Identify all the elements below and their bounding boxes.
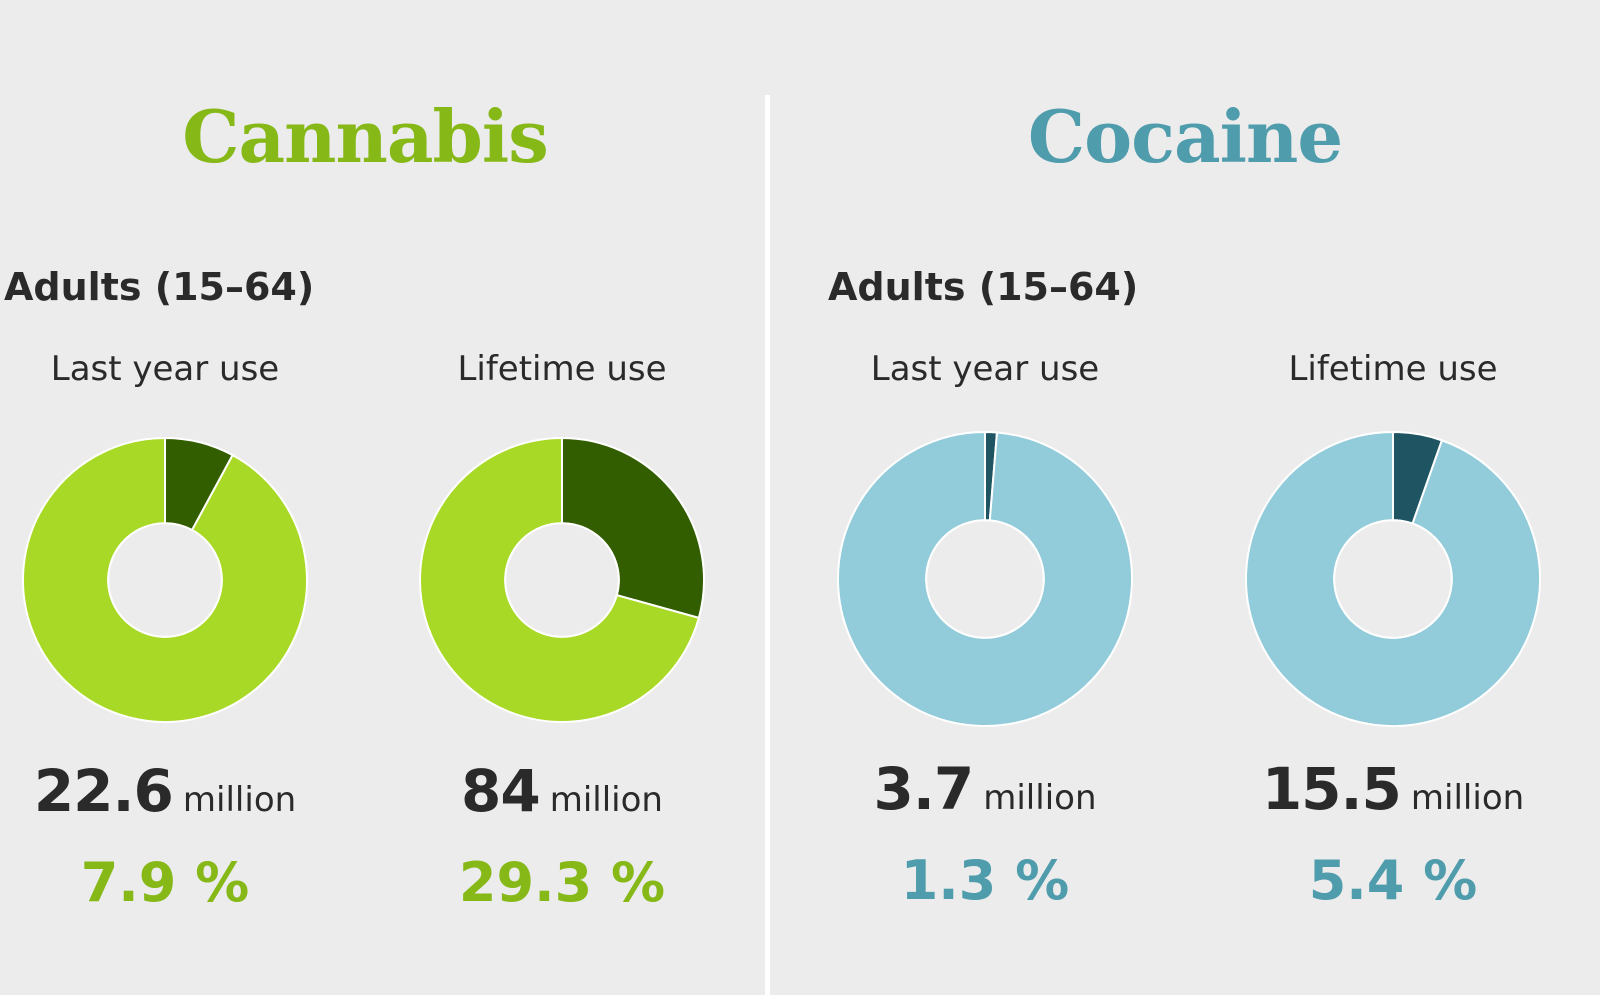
donut-hole bbox=[504, 522, 620, 638]
user-count-value: 3.7 bbox=[873, 755, 974, 823]
user-count: 3.7 million bbox=[805, 749, 1165, 844]
donut-chart bbox=[419, 436, 705, 723]
user-count: 22.6 million bbox=[0, 751, 345, 846]
cannabis-lifetime-chart: Lifetime use 84 million 29.3 % bbox=[382, 345, 742, 920]
user-count-unit: million bbox=[1410, 778, 1525, 818]
user-count-unit: million bbox=[549, 780, 663, 820]
donut-chart bbox=[22, 436, 308, 723]
user-count-unit: million bbox=[983, 778, 1097, 818]
cocaine-group-label: Adults (15–64) bbox=[828, 265, 1139, 309]
donut-chart bbox=[837, 430, 1133, 727]
user-count-value: 84 bbox=[461, 757, 541, 825]
chart-subtitle: Lifetime use bbox=[457, 349, 667, 389]
donut-hole bbox=[925, 519, 1045, 639]
user-count: 84 million bbox=[382, 751, 742, 846]
user-count-value: 15.5 bbox=[1261, 755, 1402, 823]
cannabis-panel: Cannabis Adults (15–64) Last year use 22… bbox=[0, 0, 765, 995]
user-percent: 1.3 % bbox=[900, 849, 1070, 912]
user-percent: 7.9 % bbox=[80, 851, 250, 914]
user-count-value: 22.6 bbox=[33, 757, 174, 825]
cocaine-panel: Cocaine Adults (15–64) Last year use 3.7… bbox=[770, 0, 1600, 995]
user-count-unit: million bbox=[182, 780, 297, 820]
cannabis-last-year-chart: Last year use 22.6 million 7.9 % bbox=[0, 345, 345, 920]
cocaine-last-year-chart: Last year use 3.7 million 1.3 % bbox=[805, 345, 1165, 918]
cannabis-group-label: Adults (15–64) bbox=[4, 265, 315, 309]
user-percent: 29.3 % bbox=[458, 851, 666, 914]
donut-chart bbox=[1245, 430, 1541, 727]
donut-hole bbox=[1333, 519, 1453, 639]
cannabis-title: Cannabis bbox=[182, 94, 549, 179]
chart-subtitle: Last year use bbox=[50, 349, 280, 389]
user-count: 15.5 million bbox=[1213, 749, 1573, 844]
panel-divider bbox=[765, 95, 770, 995]
cocaine-title: Cocaine bbox=[1027, 94, 1343, 179]
cocaine-lifetime-chart: Lifetime use 15.5 million 5.4 % bbox=[1213, 345, 1573, 918]
chart-subtitle: Lifetime use bbox=[1288, 349, 1498, 389]
user-percent: 5.4 % bbox=[1308, 849, 1478, 912]
donut-hole bbox=[107, 522, 223, 638]
chart-subtitle: Last year use bbox=[870, 349, 1100, 389]
